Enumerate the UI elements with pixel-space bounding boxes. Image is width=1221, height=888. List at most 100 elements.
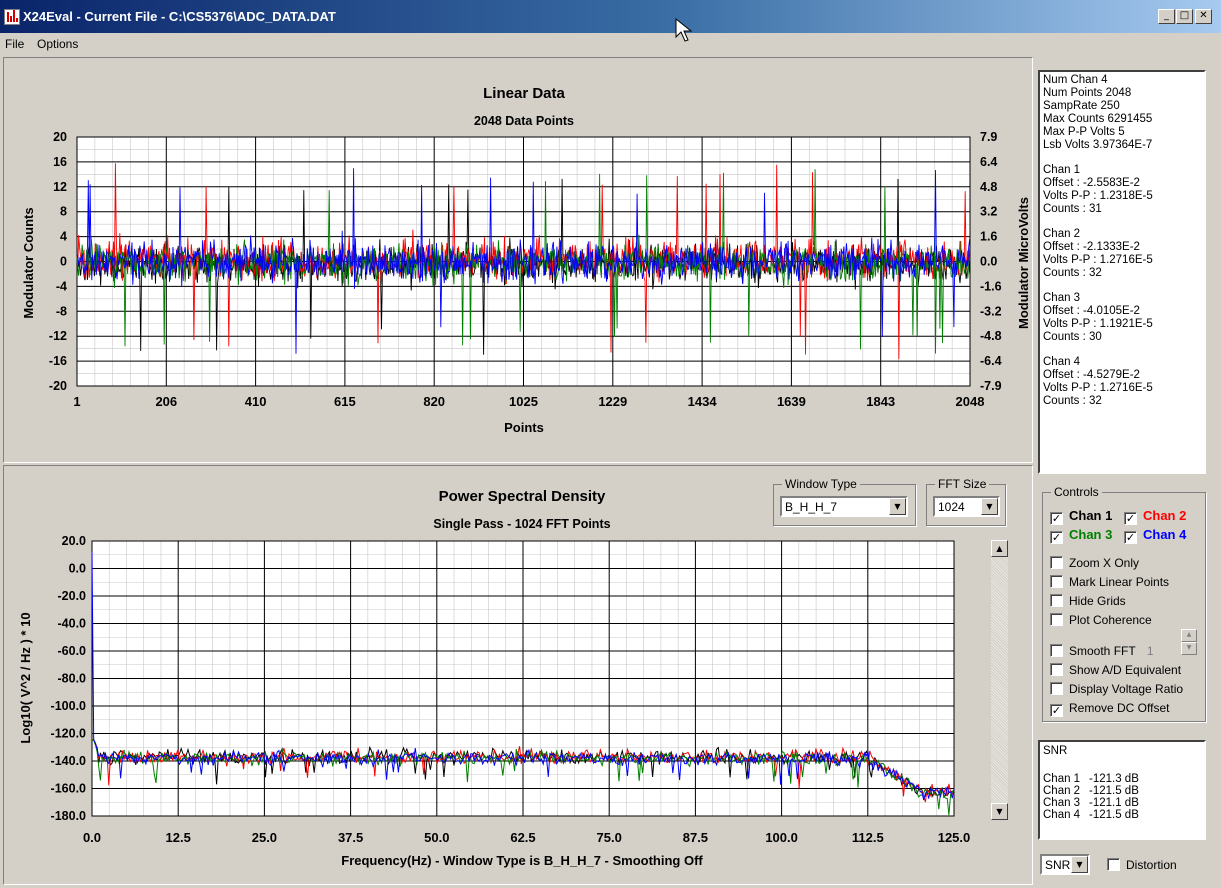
checkbox-unchecked-icon[interactable] bbox=[1107, 858, 1120, 871]
psd-series-line-chan-2 bbox=[91, 739, 955, 803]
info-chan-offset: Offset : -4.5279E-2 bbox=[1043, 369, 1140, 381]
checkbox-unchecked-icon[interactable] bbox=[1050, 556, 1063, 569]
y2-tick-label: -4.8 bbox=[980, 329, 1002, 343]
info-chan-name: Chan 2 bbox=[1043, 228, 1081, 240]
snr-results-box[interactable]: SNR Chan 1 -121.3 dB Chan 2 -121.5 dB Chan… bbox=[1038, 740, 1206, 840]
scroll-down-arrow-icon[interactable]: ▼ bbox=[991, 803, 1008, 820]
minimize-button[interactable]: _ bbox=[1158, 9, 1175, 24]
psd-series-line-chan-4 bbox=[91, 551, 955, 801]
checkbox-checked-icon[interactable]: ✓ bbox=[1050, 531, 1063, 544]
y2-tick-label: -1.6 bbox=[980, 279, 1002, 293]
checkbox-checked-icon[interactable]: ✓ bbox=[1050, 704, 1063, 717]
linear-y2-axis-label: Modulator MicroVolts bbox=[1016, 197, 1031, 329]
maximize-button[interactable]: □ bbox=[1176, 9, 1193, 24]
smooth-fft-spinner[interactable]: ▲ ▼ bbox=[1181, 629, 1197, 655]
chan-2-checkbox[interactable]: ✓ Chan 2 bbox=[1124, 508, 1190, 525]
checkbox-unchecked-icon[interactable] bbox=[1050, 594, 1063, 607]
fft-size-value: 1024 bbox=[938, 500, 965, 514]
x-tick-label: 37.5 bbox=[338, 830, 363, 845]
window-title: X24Eval - Current File - C:\CS5376\ADC_D… bbox=[23, 9, 336, 24]
psd-x-axis-label: Frequency(Hz) - Window Type is B_H_H_7 -… bbox=[341, 853, 703, 868]
analysis-mode-select[interactable]: SNR ▼ bbox=[1040, 854, 1090, 875]
y-tick-label: -120.0 bbox=[51, 727, 86, 741]
info-chan-counts: Counts : 31 bbox=[1043, 203, 1102, 215]
psd-panel: Power Spectral Density Single Pass - 102… bbox=[3, 465, 1033, 885]
chan-4-checkbox[interactable]: ✓ Chan 4 bbox=[1124, 527, 1190, 544]
y-tick-label: 20 bbox=[53, 130, 67, 144]
data-info-box[interactable]: Num Chan 4 Num Points 2048 SampRate 250 … bbox=[1038, 70, 1206, 474]
x-tick-label: 410 bbox=[245, 394, 267, 409]
y-tick-label: 0.0 bbox=[69, 562, 86, 576]
linear-data-chart[interactable]: Linear Data 2048 Data Points Points Modu… bbox=[4, 58, 1032, 462]
zoom-x-only-checkbox[interactable]: Zoom X Only bbox=[1050, 556, 1139, 572]
x-tick-label: 62.5 bbox=[510, 830, 535, 845]
fft-size-group: FFT Size 1024 ▼ bbox=[926, 477, 1006, 526]
window-type-label: Window Type bbox=[782, 477, 860, 491]
x-tick-label: 1639 bbox=[777, 394, 806, 409]
snr-value: -121.1 dB bbox=[1089, 797, 1139, 809]
info-chan-vpp: Volts P-P : 1.2716E-5 bbox=[1043, 382, 1153, 394]
linear-chart-subtitle: 2048 Data Points bbox=[474, 114, 574, 128]
snr-value: -121.5 dB bbox=[1089, 809, 1139, 821]
mark-linear-points-checkbox[interactable]: Mark Linear Points bbox=[1050, 575, 1169, 591]
hide-grids-checkbox[interactable]: Hide Grids bbox=[1050, 594, 1126, 610]
chevron-down-icon[interactable]: ▼ bbox=[981, 498, 998, 515]
chan-1-checkbox[interactable]: ✓ Chan 1 bbox=[1050, 508, 1116, 525]
y2-tick-label: 6.4 bbox=[980, 155, 997, 169]
chevron-down-icon[interactable]: ▼ bbox=[889, 498, 906, 515]
info-chan-counts: Counts : 32 bbox=[1043, 267, 1102, 279]
show-ad-equivalent-checkbox[interactable]: Show A/D Equivalent bbox=[1050, 663, 1181, 679]
y2-tick-label: 0.0 bbox=[980, 255, 997, 269]
chan-2-label: Chan 2 bbox=[1143, 508, 1187, 523]
checkbox-unchecked-icon[interactable] bbox=[1050, 663, 1063, 676]
psd-chart[interactable]: Power Spectral Density Single Pass - 102… bbox=[4, 466, 1032, 884]
y-tick-label: -80.0 bbox=[58, 672, 87, 686]
y-tick-label: 8 bbox=[60, 205, 67, 219]
menu-file[interactable]: File bbox=[5, 37, 25, 51]
smooth-fft-checkbox[interactable]: Smooth FFT 1 bbox=[1050, 644, 1154, 660]
checkbox-checked-icon[interactable]: ✓ bbox=[1124, 531, 1137, 544]
controls-group: Controls ✓ Chan 1 ✓ Chan 2 ✓ Chan 3 ✓ Chan 4… bbox=[1042, 485, 1206, 722]
linear-x-axis-label: Points bbox=[504, 420, 544, 435]
x-tick-label: 125.0 bbox=[938, 830, 971, 845]
plot-coherence-checkbox[interactable]: Plot Coherence bbox=[1050, 613, 1152, 629]
analysis-mode-value: SNR bbox=[1045, 858, 1071, 872]
spin-down-arrow-icon[interactable]: ▼ bbox=[1181, 642, 1197, 655]
menu-options[interactable]: Options bbox=[37, 37, 79, 51]
window-type-select[interactable]: B_H_H_7 ▼ bbox=[780, 496, 908, 517]
display-voltage-ratio-checkbox[interactable]: Display Voltage Ratio bbox=[1050, 682, 1183, 698]
checkbox-checked-icon[interactable]: ✓ bbox=[1050, 512, 1063, 525]
smooth-fft-label: Smooth FFT bbox=[1069, 644, 1136, 658]
distortion-checkbox[interactable]: Distortion bbox=[1107, 858, 1177, 874]
checkbox-unchecked-icon[interactable] bbox=[1050, 613, 1063, 626]
info-line: SampRate 250 bbox=[1043, 100, 1120, 112]
app-chart-icon[interactable] bbox=[4, 9, 20, 25]
checkbox-checked-icon[interactable]: ✓ bbox=[1124, 512, 1137, 525]
psd-vertical-scrollbar[interactable]: ▲ ▼ bbox=[991, 540, 1008, 820]
info-chan-vpp: Volts P-P : 1.2318E-5 bbox=[1043, 190, 1153, 202]
info-line: Num Chan 4 bbox=[1043, 74, 1108, 86]
scroll-up-arrow-icon[interactable]: ▲ bbox=[991, 540, 1008, 557]
psd-series-line-chan-3 bbox=[91, 739, 955, 816]
info-chan-offset: Offset : -2.5583E-2 bbox=[1043, 177, 1140, 189]
spin-up-arrow-icon[interactable]: ▲ bbox=[1181, 629, 1197, 642]
y2-tick-label: -3.2 bbox=[980, 304, 1002, 318]
checkbox-unchecked-icon[interactable] bbox=[1050, 682, 1063, 695]
info-chan-vpp: Volts P-P : 1.1921E-5 bbox=[1043, 318, 1153, 330]
fft-size-select[interactable]: 1024 ▼ bbox=[933, 496, 1000, 517]
window-type-value: B_H_H_7 bbox=[785, 500, 838, 514]
snr-chan: Chan 1 bbox=[1043, 773, 1081, 785]
display-voltage-ratio-label: Display Voltage Ratio bbox=[1069, 682, 1184, 696]
checkbox-unchecked-icon[interactable] bbox=[1050, 575, 1063, 588]
info-line: Num Points 2048 bbox=[1043, 87, 1132, 99]
chan-3-checkbox[interactable]: ✓ Chan 3 bbox=[1050, 527, 1116, 544]
chevron-down-icon[interactable]: ▼ bbox=[1071, 856, 1088, 873]
chan-3-label: Chan 3 bbox=[1069, 527, 1113, 542]
checkbox-unchecked-icon[interactable] bbox=[1050, 644, 1063, 657]
remove-dc-offset-checkbox[interactable]: ✓ Remove DC Offset bbox=[1050, 701, 1169, 717]
y-tick-label: 12 bbox=[53, 180, 67, 194]
close-button[interactable]: ✕ bbox=[1195, 9, 1212, 24]
info-chan-counts: Counts : 30 bbox=[1043, 331, 1102, 343]
title-bar[interactable]: X24Eval - Current File - C:\CS5376\ADC_D… bbox=[0, 0, 1221, 33]
x-tick-label: 0.0 bbox=[83, 830, 101, 845]
